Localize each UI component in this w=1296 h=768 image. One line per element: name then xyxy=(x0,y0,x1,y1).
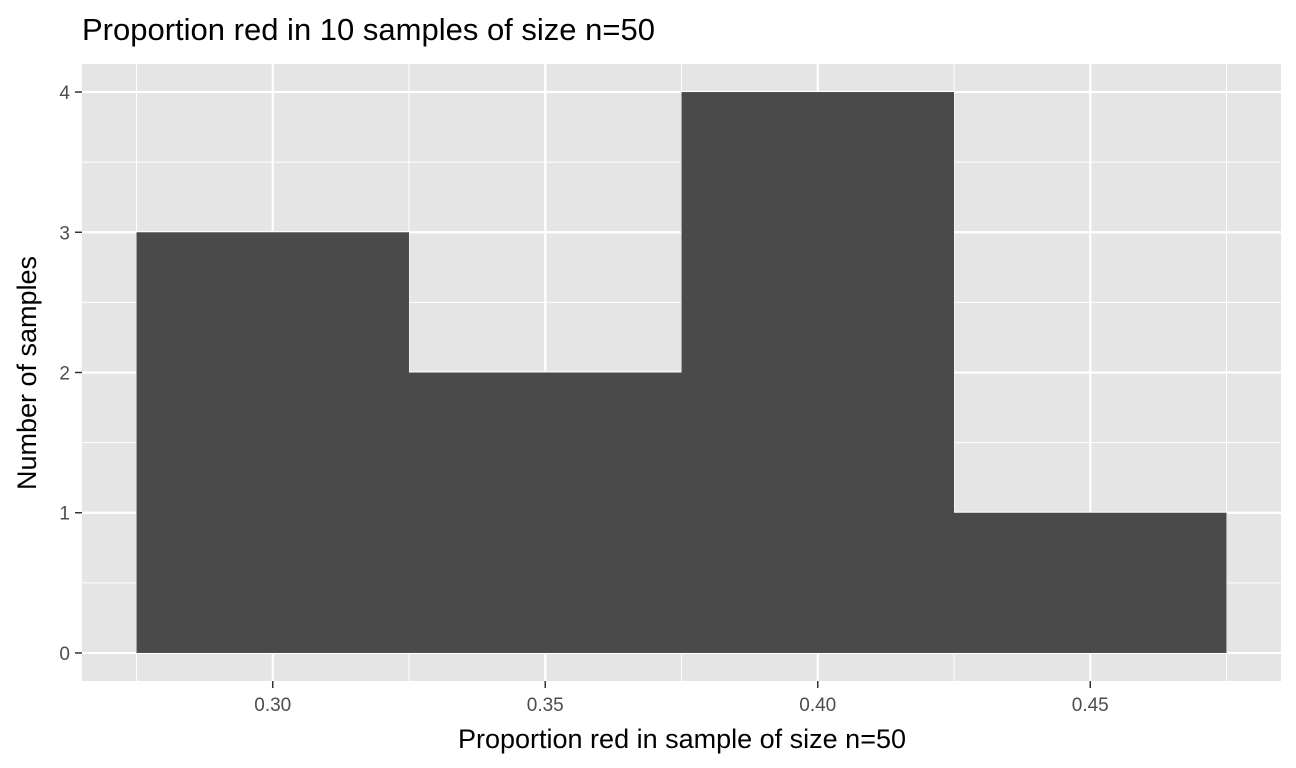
histogram-bar xyxy=(136,232,409,653)
histogram-bar xyxy=(954,512,1227,653)
x-tick-label: 0.30 xyxy=(254,695,291,716)
x-tick-label: 0.40 xyxy=(799,695,836,716)
y-tick-label: 1 xyxy=(59,504,70,525)
histogram-bars xyxy=(136,92,1227,653)
y-tick-label: 4 xyxy=(59,83,70,104)
y-tick-label: 3 xyxy=(59,223,70,244)
y-tick-label: 2 xyxy=(59,364,70,385)
y-axis-label: Number of samples xyxy=(12,256,42,490)
chart-title: Proportion red in 10 samples of size n=5… xyxy=(82,12,655,47)
x-axis: 0.30 0.35 0.40 0.45 xyxy=(254,681,1109,716)
histogram-bar xyxy=(409,372,682,653)
x-tick-label: 0.35 xyxy=(527,695,564,716)
histogram-bar xyxy=(681,92,954,653)
y-tick-label: 0 xyxy=(59,644,70,665)
y-axis: 0 1 2 3 4 xyxy=(59,83,82,665)
x-axis-label: Proportion red in sample of size n=50 xyxy=(458,724,906,754)
x-tick-label: 0.45 xyxy=(1072,695,1109,716)
